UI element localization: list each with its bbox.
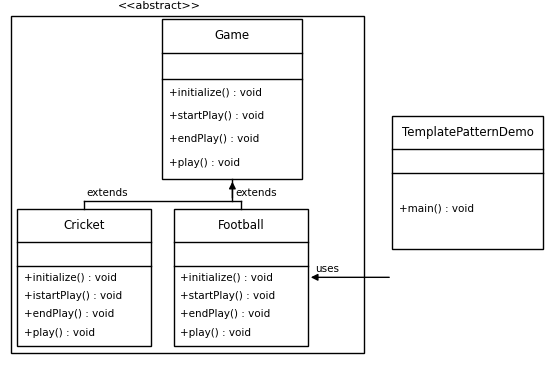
Text: extends: extends <box>235 188 277 198</box>
Text: +istartPlay() : void: +istartPlay() : void <box>24 291 122 301</box>
Text: +main() : void: +main() : void <box>399 203 474 214</box>
Text: +endPlay() : void: +endPlay() : void <box>169 134 259 144</box>
Text: +initialize() : void: +initialize() : void <box>24 272 116 282</box>
Text: TemplatePatternDemo: TemplatePatternDemo <box>402 126 534 139</box>
Text: +initialize() : void: +initialize() : void <box>169 88 262 98</box>
Text: Football: Football <box>217 219 264 232</box>
Bar <box>174 209 308 346</box>
Text: extends: extends <box>87 188 128 198</box>
Text: +initialize() : void: +initialize() : void <box>180 272 273 282</box>
Text: +endPlay() : void: +endPlay() : void <box>180 310 270 320</box>
Text: +play() : void: +play() : void <box>180 328 251 338</box>
Text: +startPlay() : void: +startPlay() : void <box>180 291 276 301</box>
Text: +endPlay() : void: +endPlay() : void <box>24 310 114 320</box>
Text: +startPlay() : void: +startPlay() : void <box>169 111 264 121</box>
Text: Cricket: Cricket <box>63 219 105 232</box>
Text: +play() : void: +play() : void <box>24 328 95 338</box>
Bar <box>392 116 543 250</box>
Text: uses: uses <box>316 264 339 274</box>
Text: Game: Game <box>215 29 250 42</box>
Bar <box>162 19 302 179</box>
Bar <box>11 16 364 353</box>
Text: <<abstract>>: <<abstract>> <box>118 1 201 11</box>
Bar <box>17 209 151 346</box>
Text: +play() : void: +play() : void <box>169 158 240 168</box>
